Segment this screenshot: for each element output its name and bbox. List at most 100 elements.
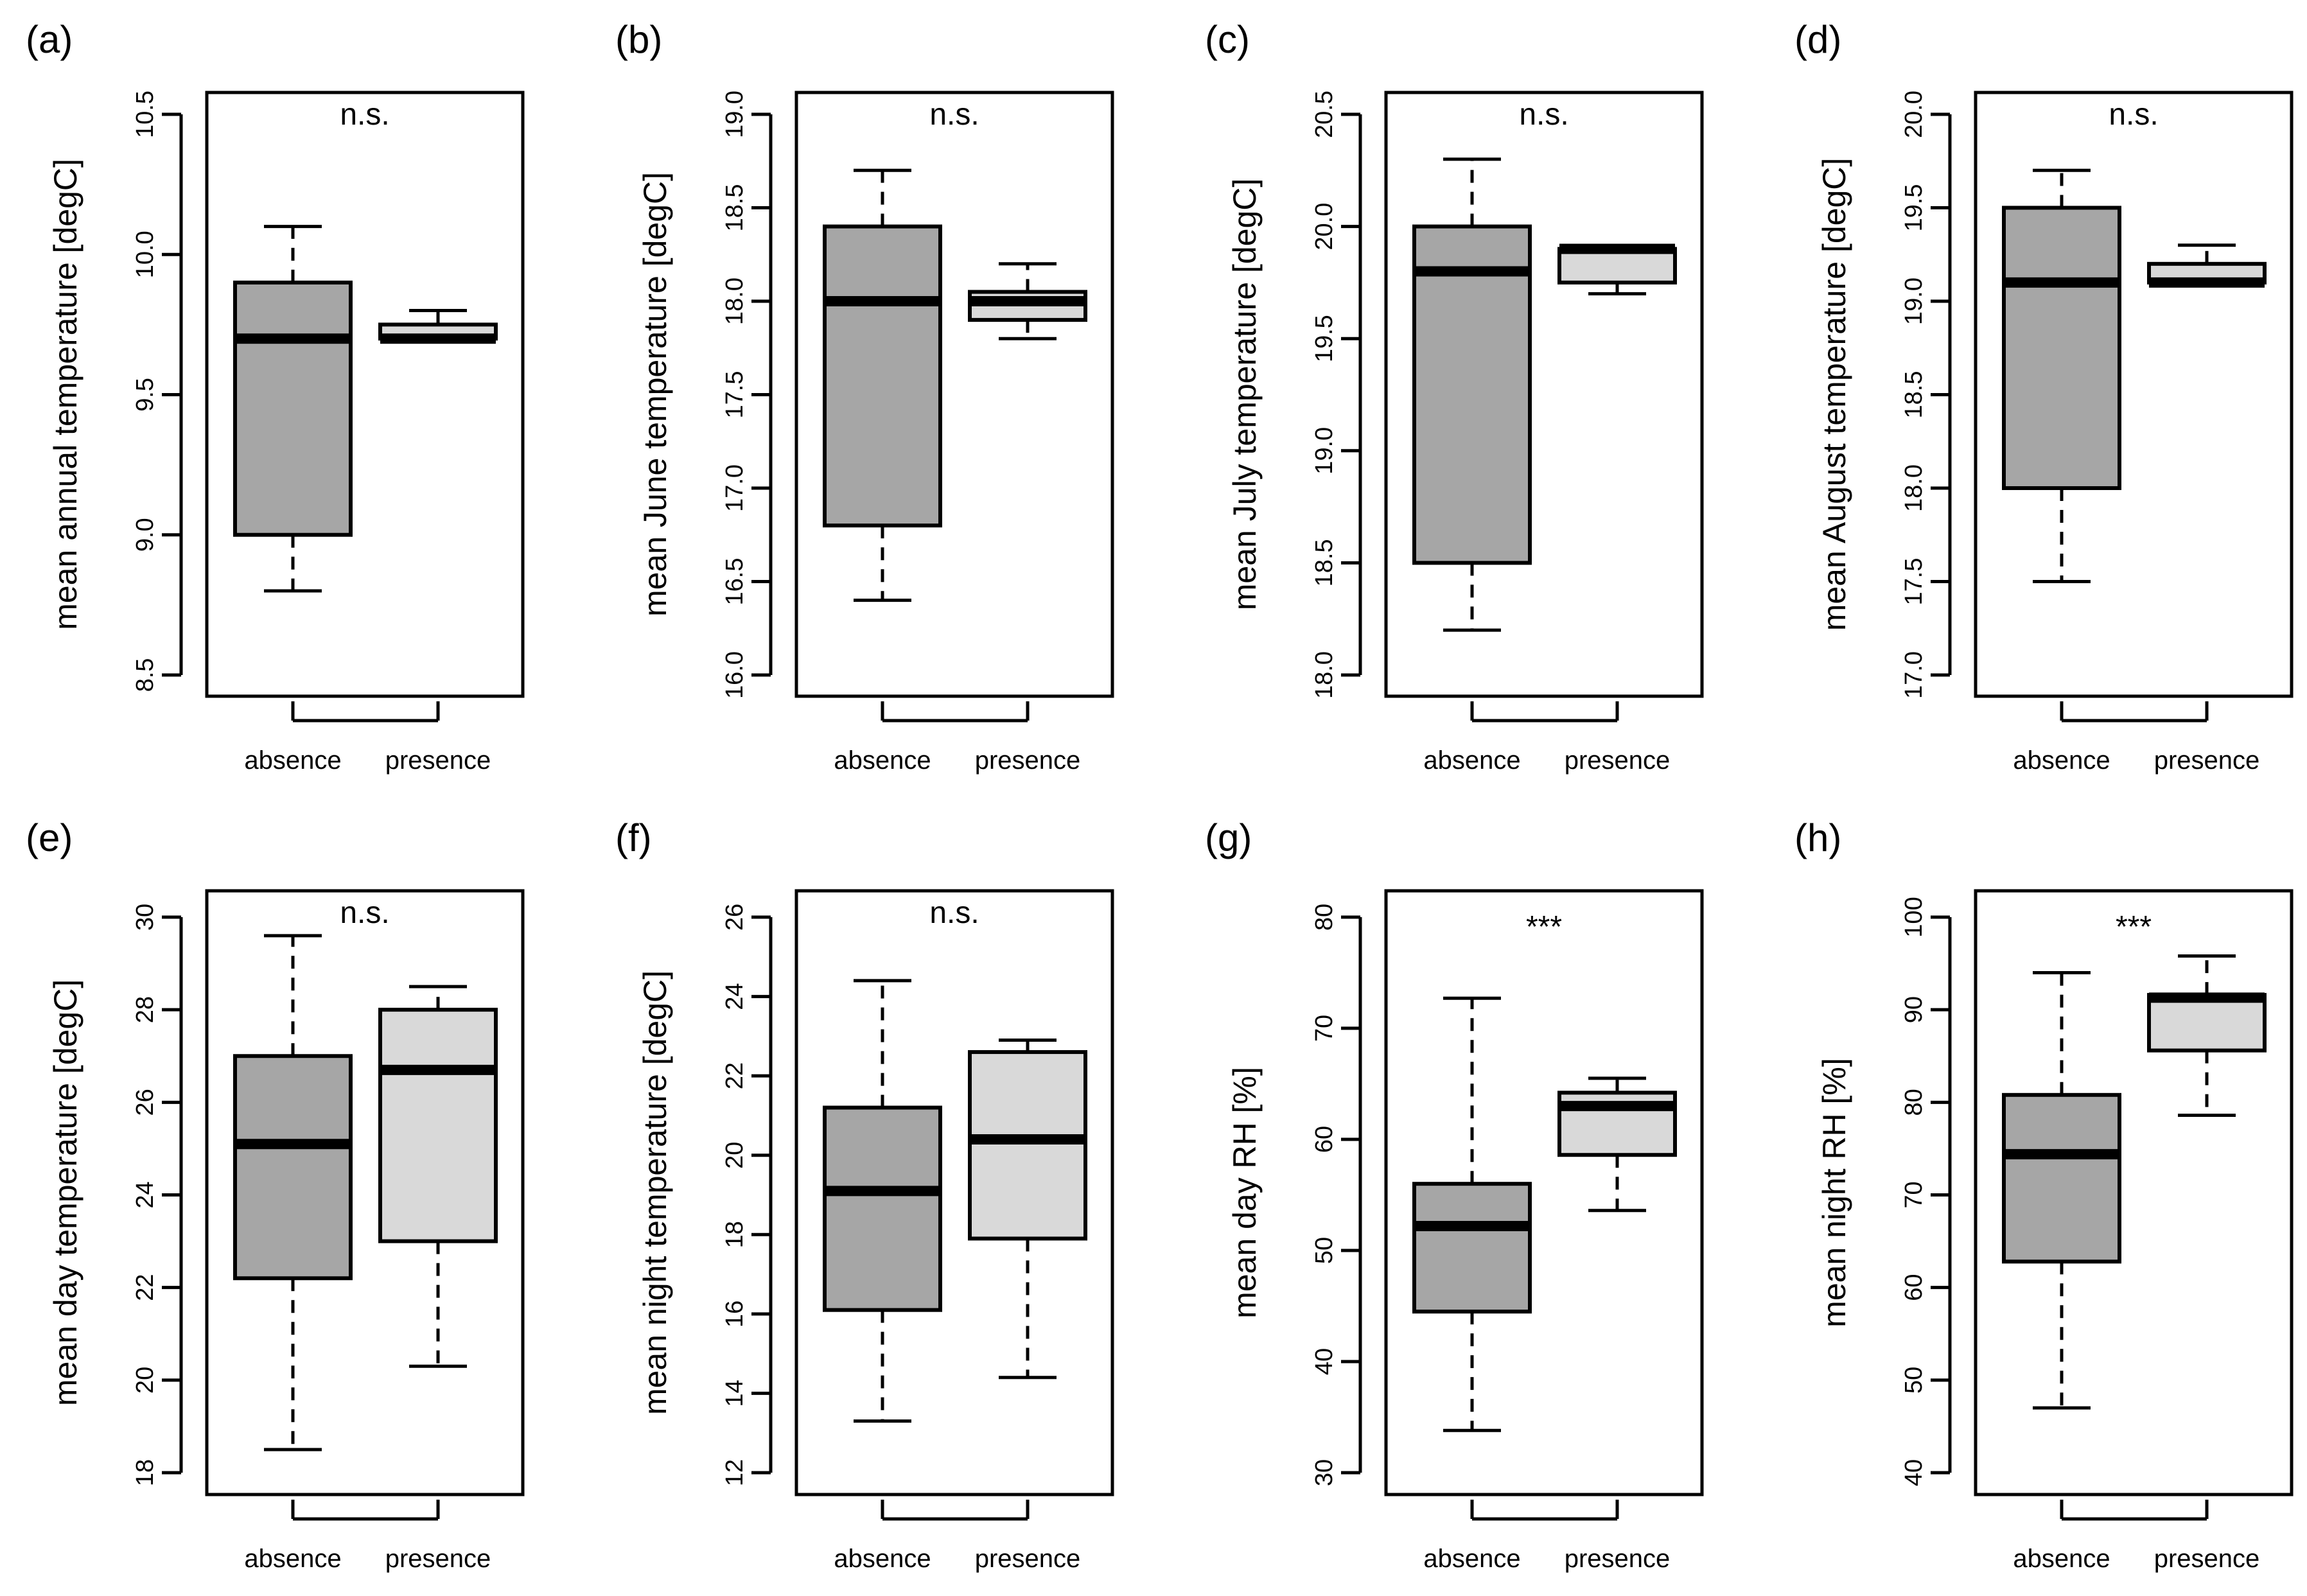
y-tick-label: 50 — [1900, 1367, 1927, 1394]
y-tick-label: 60 — [1900, 1274, 1927, 1301]
y-axis-label: mean night temperature [degC] — [637, 970, 673, 1415]
y-axis-label: mean August temperature [degC] — [1816, 158, 1852, 631]
x-category-label: presence — [1565, 746, 1671, 775]
y-tick-label: 90 — [1900, 996, 1927, 1023]
plot-frame — [794, 889, 1114, 1496]
plot-frame — [1384, 889, 1704, 1496]
box-absence — [2002, 168, 2121, 583]
y-axis-label: mean night RH [%] — [1816, 1058, 1852, 1328]
y-tick-label: 12 — [721, 1459, 748, 1486]
plot-frame — [1974, 889, 2294, 1496]
x-category-label: absence — [244, 1545, 341, 1573]
y-tick-label: 18.0 — [721, 277, 748, 325]
plot-frame — [794, 91, 1114, 698]
panel-d: 17.0 17.5 18.0 18.5 19.0 19.5 20.0 mean August … — [1794, 18, 2294, 775]
panel-h: 40 50 60 70 80 90 100 mean night RH [%] (h) *** ab… — [1794, 816, 2294, 1573]
box-absence — [233, 225, 353, 593]
x-category-label: presence — [385, 1545, 491, 1573]
iqr-box — [823, 1105, 942, 1312]
y-tick-label: 17.5 — [1900, 558, 1927, 606]
x-category-label: presence — [975, 1545, 1081, 1573]
significance-label: n.s. — [2109, 98, 2158, 132]
box-absence — [823, 168, 942, 602]
significance-label: n.s. — [929, 98, 979, 132]
y-tick-label: 70 — [1900, 1181, 1927, 1208]
y-tick-label: 40 — [1311, 1348, 1338, 1375]
significance-label: n.s. — [929, 896, 979, 930]
significance-label: n.s. — [340, 896, 389, 930]
y-tick-label: 10.0 — [132, 231, 159, 278]
y-tick-label: 22 — [132, 1274, 159, 1301]
y-tick-label: 18 — [721, 1221, 748, 1248]
y-tick-label: 18.5 — [1311, 539, 1338, 586]
panel-label: (h) — [1794, 816, 1841, 859]
x-category-label: presence — [2154, 1545, 2260, 1573]
x-category-label: absence — [834, 1545, 931, 1573]
x-category-label: presence — [975, 746, 1081, 775]
significance-label: *** — [1526, 910, 1562, 944]
y-tick-label: 22 — [721, 1062, 748, 1089]
iqr-box — [233, 1054, 353, 1281]
iqr-box — [968, 1050, 1087, 1241]
iqr-box — [823, 224, 942, 528]
significance-label: n.s. — [340, 98, 389, 132]
y-tick-label: 28 — [132, 996, 159, 1023]
y-tick-label: 9.0 — [132, 518, 159, 552]
box-presence — [378, 309, 498, 344]
y-axis-label: mean July temperature [degC] — [1227, 179, 1263, 611]
box-absence — [2002, 971, 2121, 1410]
x-category-label: presence — [2154, 746, 2260, 775]
x-category-label: absence — [1423, 746, 1520, 775]
panel-c: 18.0 18.5 19.0 19.5 20.0 20.5 mean July temper… — [1205, 18, 1704, 775]
y-tick-label: 19.5 — [1311, 315, 1338, 362]
box-absence — [1412, 996, 1532, 1432]
panel-e: 18 20 22 24 26 28 30 mean day temperature [degC… — [26, 816, 525, 1573]
box-presence — [1557, 243, 1677, 295]
panel-label: (b) — [615, 18, 662, 61]
iqr-box — [2002, 1092, 2121, 1264]
plot-frame — [205, 889, 525, 1496]
y-tick-label: 16 — [721, 1301, 748, 1328]
y-tick-label: 18.5 — [1900, 371, 1927, 419]
y-tick-label: 26 — [132, 1089, 159, 1116]
y-tick-label: 20 — [132, 1367, 159, 1394]
y-tick-label: 24 — [132, 1181, 159, 1208]
y-tick-label: 8.5 — [132, 658, 159, 692]
iqr-box — [1557, 247, 1677, 285]
significance-label: *** — [2116, 910, 2152, 944]
y-tick-label: 17.0 — [721, 464, 748, 512]
y-tick-label: 19.0 — [721, 91, 748, 138]
box-presence — [1557, 1076, 1677, 1213]
box-absence — [1412, 157, 1532, 632]
y-tick-label: 20.0 — [1311, 203, 1338, 250]
panel-label: (d) — [1794, 18, 1841, 61]
panel-a: 8.5 9.0 9.5 10.0 10.5 mean annual temperature… — [26, 18, 525, 775]
y-tick-label: 26 — [721, 904, 748, 931]
y-tick-label: 9.5 — [132, 378, 159, 412]
panel-b: 16.0 16.5 17.0 17.5 18.0 18.5 19.0 mean June te… — [615, 18, 1114, 775]
y-tick-label: 60 — [1311, 1126, 1338, 1153]
y-tick-label: 20.5 — [1311, 91, 1338, 138]
iqr-box — [1412, 1182, 1532, 1314]
significance-label: n.s. — [1519, 98, 1568, 132]
y-tick-label: 80 — [1900, 1089, 1927, 1116]
panel-label: (e) — [26, 816, 73, 859]
iqr-box — [378, 1008, 498, 1243]
y-tick-label: 70 — [1311, 1015, 1338, 1042]
panel-g: 30 40 50 60 70 80 mean day RH [%] (g) *** absence… — [1205, 816, 1704, 1573]
x-category-label: absence — [244, 746, 341, 775]
box-presence — [2147, 954, 2267, 1118]
iqr-box — [2147, 993, 2267, 1053]
y-tick-label: 20.0 — [1900, 91, 1927, 138]
y-axis-label: mean June temperature [degC] — [637, 172, 673, 617]
panel-label: (a) — [26, 18, 73, 61]
y-tick-label: 16.5 — [721, 558, 748, 606]
y-tick-label: 19.0 — [1311, 427, 1338, 475]
y-axis-label: mean annual temperature [degC] — [48, 159, 83, 630]
x-category-label: presence — [1565, 1545, 1671, 1573]
y-tick-label: 14 — [721, 1380, 748, 1407]
y-tick-label: 18.0 — [1900, 464, 1927, 512]
box-presence — [378, 985, 498, 1368]
y-tick-label: 100 — [1900, 897, 1927, 937]
